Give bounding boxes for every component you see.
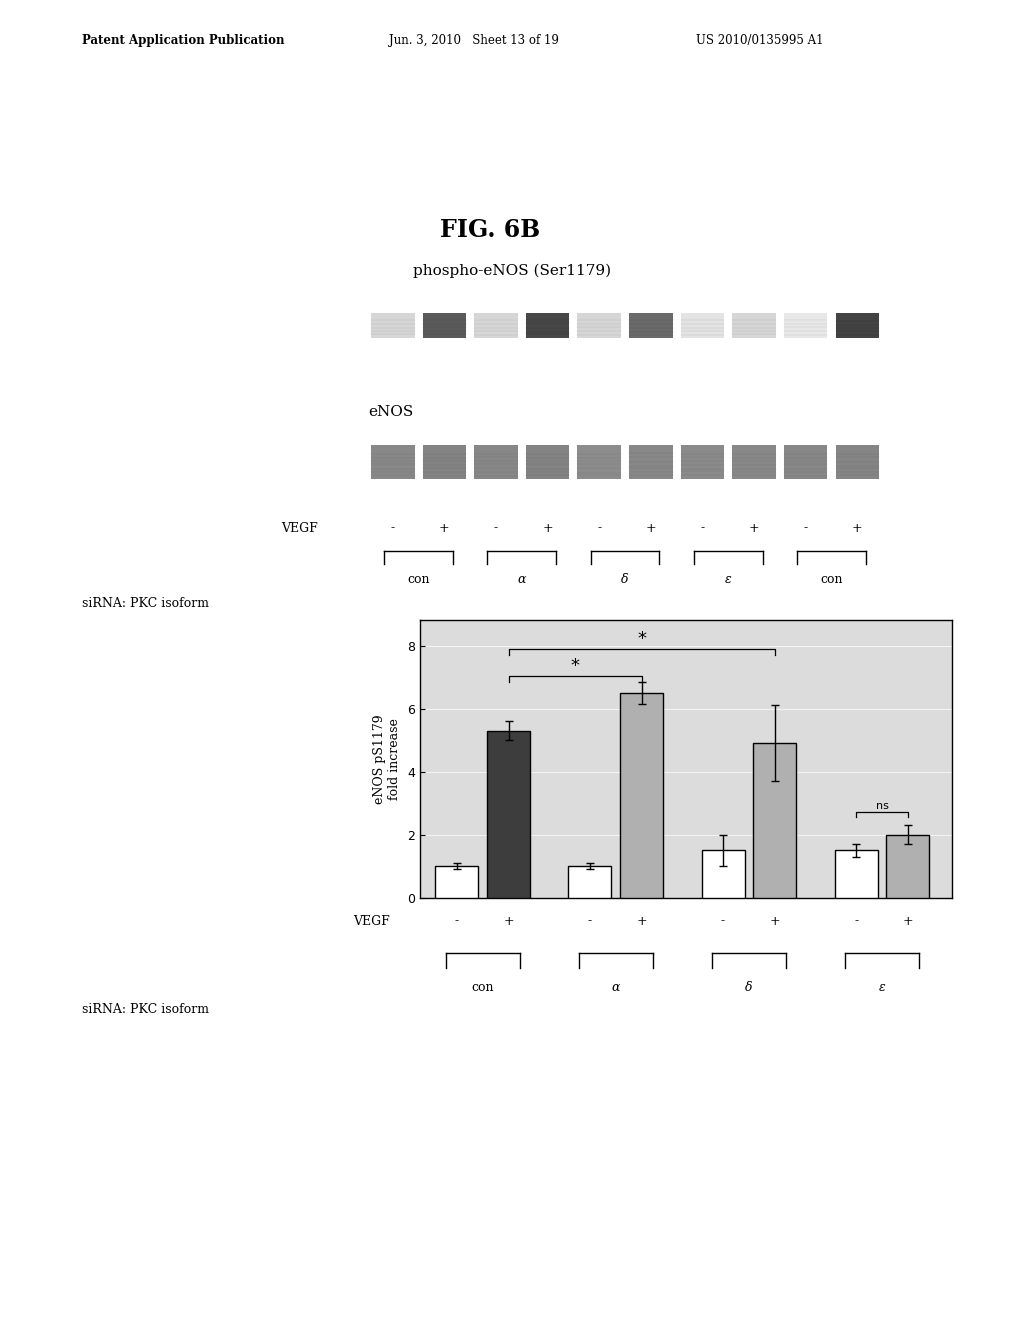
Bar xyxy=(423,313,466,338)
Bar xyxy=(474,313,518,338)
Text: Patent Application Publication: Patent Application Publication xyxy=(82,34,285,48)
Bar xyxy=(487,731,530,898)
Text: +: + xyxy=(902,915,913,928)
Bar xyxy=(732,313,776,338)
Bar xyxy=(784,313,827,338)
Text: US 2010/0135995 A1: US 2010/0135995 A1 xyxy=(696,34,824,48)
Text: *: * xyxy=(637,630,646,648)
Text: α: α xyxy=(517,573,526,586)
Text: eNOS: eNOS xyxy=(369,405,414,420)
Bar xyxy=(784,445,827,479)
Text: +: + xyxy=(769,915,780,928)
Text: +: + xyxy=(439,521,450,535)
Text: Jun. 3, 2010   Sheet 13 of 19: Jun. 3, 2010 Sheet 13 of 19 xyxy=(389,34,559,48)
Bar xyxy=(701,850,744,898)
Text: FIG. 6B: FIG. 6B xyxy=(440,218,541,242)
Text: +: + xyxy=(749,521,760,535)
Bar xyxy=(681,445,724,479)
Bar xyxy=(681,313,724,338)
Bar xyxy=(621,693,664,898)
Text: phospho-eNOS (Ser1179): phospho-eNOS (Ser1179) xyxy=(413,264,611,279)
Y-axis label: eNOS pS1179
fold increase: eNOS pS1179 fold increase xyxy=(374,714,401,804)
Text: δ: δ xyxy=(622,573,629,586)
Text: con: con xyxy=(408,573,430,586)
Text: ε: ε xyxy=(725,573,731,586)
Bar xyxy=(629,445,673,479)
Bar xyxy=(629,313,673,338)
Bar xyxy=(887,834,930,898)
Bar xyxy=(526,445,569,479)
Text: VEGF: VEGF xyxy=(353,915,390,928)
Bar xyxy=(526,313,569,338)
Text: -: - xyxy=(721,915,725,928)
Text: +: + xyxy=(636,915,647,928)
Text: -: - xyxy=(391,521,395,535)
Text: -: - xyxy=(597,521,601,535)
Bar xyxy=(835,850,878,898)
Text: -: - xyxy=(854,915,858,928)
Text: ε: ε xyxy=(879,981,886,994)
Text: ns: ns xyxy=(876,801,889,810)
Text: siRNA: PKC isoform: siRNA: PKC isoform xyxy=(82,1003,209,1016)
Text: -: - xyxy=(455,915,459,928)
Text: +: + xyxy=(852,521,862,535)
Bar xyxy=(371,445,415,479)
Bar xyxy=(371,313,415,338)
Text: con: con xyxy=(471,981,494,994)
Text: -: - xyxy=(494,521,498,535)
Text: *: * xyxy=(570,657,580,675)
Text: δ: δ xyxy=(745,981,753,994)
Text: α: α xyxy=(611,981,621,994)
Text: +: + xyxy=(645,521,656,535)
Text: -: - xyxy=(700,521,705,535)
Text: +: + xyxy=(543,521,553,535)
Bar xyxy=(578,313,621,338)
Bar xyxy=(732,445,776,479)
Bar xyxy=(568,866,611,898)
Text: -: - xyxy=(804,521,808,535)
Text: siRNA: PKC isoform: siRNA: PKC isoform xyxy=(82,597,209,610)
Bar xyxy=(474,445,518,479)
Bar xyxy=(578,445,621,479)
Bar xyxy=(435,866,478,898)
Bar xyxy=(836,445,879,479)
Text: +: + xyxy=(503,915,514,928)
Text: VEGF: VEGF xyxy=(282,521,318,535)
Text: -: - xyxy=(588,915,592,928)
Text: con: con xyxy=(820,573,843,586)
Bar xyxy=(423,445,466,479)
Bar xyxy=(836,313,879,338)
Bar xyxy=(754,743,797,898)
